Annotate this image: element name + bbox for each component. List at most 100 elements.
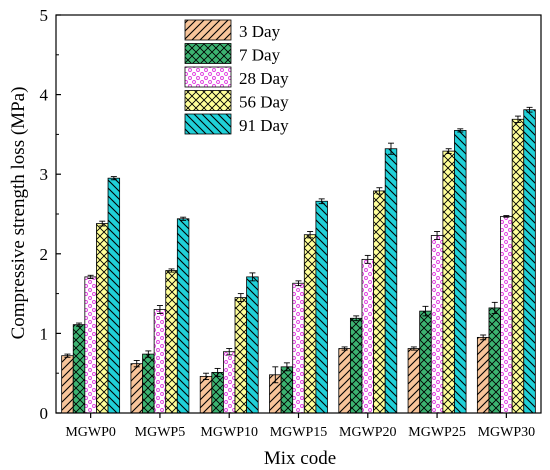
bar-mgwp5-91-day [176,218,190,414]
error-bar-mgwp25-7-day [422,305,429,317]
legend-swatch [184,113,232,135]
legend-label: 56 Day [239,93,289,112]
bar-mgwp25-28-day [430,235,444,414]
bar-mgwp25-91-day [454,130,467,414]
error-bar-mgwp10-28-day [226,348,233,356]
bar-mgwp20-28-day [361,258,374,414]
bar-mgwp5-7-day [142,353,155,414]
y-tick-label: 5 [40,6,49,25]
bar-mgwp30-7-day [488,307,501,414]
y-tick-label: 3 [40,165,49,184]
error-bar-mgwp5-56-day [168,268,175,273]
bar-mgwp5-28-day [153,309,167,414]
error-bar-mgwp10-56-day [237,293,244,303]
bar-mgwp10-91-day [246,276,259,414]
bar-mgwp15-28-day [292,282,305,414]
bar-mgwp20-56-day [373,190,386,414]
legend-swatch [184,66,232,88]
error-bar-mgwp25-91-day [457,128,464,133]
y-tick-label: 1 [40,324,49,343]
y-tick-label: 4 [40,86,49,105]
legend-item-56-day: 56 Day [184,90,289,112]
bar-mgwp15-56-day [303,234,317,414]
bar-mgwp25-56-day [442,150,455,414]
y-tick-label: 0 [40,404,49,423]
error-bar-mgwp0-7-day [76,322,83,327]
error-bar-mgwp15-7-day [283,362,290,372]
bar-mgwp0-56-day [96,223,109,414]
error-bar-mgwp10-91-day [249,272,256,282]
error-bar-mgwp15-91-day [318,198,325,205]
error-bar-mgwp5-28-day [156,305,163,314]
bar-mgwp10-56-day [234,297,248,414]
bar-mgwp15-91-day [315,200,328,414]
bar-mgwp20-91-day [384,148,398,414]
error-bar-mgwp20-56-day [376,187,383,195]
legend-swatch [184,43,232,64]
error-bar-mgwp15-3-day [272,366,279,384]
x-tick-label: MGWP25 [408,425,466,440]
bar-mgwp0-28-day [84,276,97,414]
x-tick-label: MGWP0 [65,425,116,440]
x-tick-label: MGWP20 [339,425,397,440]
error-bar-mgwp5-3-day [133,360,140,368]
bar-mgwp10-3-day [199,375,213,414]
error-bar-mgwp20-28-day [364,254,371,264]
bar-mgwp30-28-day [500,215,513,414]
error-bar-mgwp5-91-day [180,216,187,221]
bar-mgwp20-3-day [338,348,351,414]
x-axis-label: Mix code [264,448,336,469]
error-bar-mgwp30-7-day [491,301,498,314]
error-bar-mgwp25-56-day [445,148,452,154]
legend-label: 7 Day [239,46,281,65]
bar-mgwp0-91-day [107,177,121,414]
error-bar-mgwp5-7-day [145,350,152,358]
error-bar-mgwp25-28-day [434,231,441,240]
error-bar-mgwp30-28-day [503,215,510,218]
bar-mgwp10-28-day [223,351,236,414]
bar-mgwp20-7-day [349,317,363,414]
x-tick-label: MGWP30 [478,425,536,440]
x-tick-label: MGWP5 [135,425,186,440]
x-tick-label: MGWP15 [270,425,328,440]
bar-mgwp0-7-day [72,324,86,414]
legend-item-28-day: 28 Day [184,66,289,88]
bar-mgwp5-56-day [165,270,178,414]
error-bar-mgwp30-91-day [526,106,533,113]
legend-swatch [184,90,232,111]
error-bar-mgwp20-7-day [353,315,360,322]
bar-mgwp10-7-day [211,371,224,414]
legend-swatch [184,19,232,41]
bar-mgwp5-3-day [130,363,143,414]
y-axis-label: Compressive strength loss (MPa) [8,87,29,340]
error-bar-mgwp25-3-day [410,346,417,351]
bar-mgwp15-7-day [280,366,294,414]
bar-mgwp30-91-day [523,109,536,414]
legend-item-3-day: 3 Day [184,19,281,41]
error-bar-mgwp10-3-day [203,372,210,381]
error-bar-mgwp20-91-day [387,142,394,155]
y-tick-label: 2 [40,245,49,264]
legend-item-91-day: 91 Day [184,113,289,135]
error-bar-mgwp15-56-day [307,231,314,239]
bar-mgwp25-3-day [407,348,421,414]
legend-item-7-day: 7 Day [184,43,281,65]
error-bar-mgwp0-28-day [87,274,94,279]
error-bar-mgwp20-3-day [341,346,348,351]
legend-label: 3 Day [239,22,281,41]
error-bar-mgwp0-3-day [64,353,71,358]
bar-mgwp30-3-day [476,336,490,414]
legend-label: 28 Day [239,69,289,88]
legend-label: 91 Day [239,116,289,135]
bar-mgwp25-7-day [419,310,432,414]
bar-mgwp30-56-day [511,118,525,414]
bar-mgwp0-3-day [61,355,74,414]
x-tick-label: MGWP10 [200,425,258,440]
error-bar-mgwp0-91-day [110,176,117,181]
error-bar-mgwp0-56-day [99,220,106,227]
error-bar-mgwp30-3-day [480,334,487,341]
error-bar-mgwp30-56-day [514,115,521,123]
error-bar-mgwp10-7-day [214,367,221,377]
